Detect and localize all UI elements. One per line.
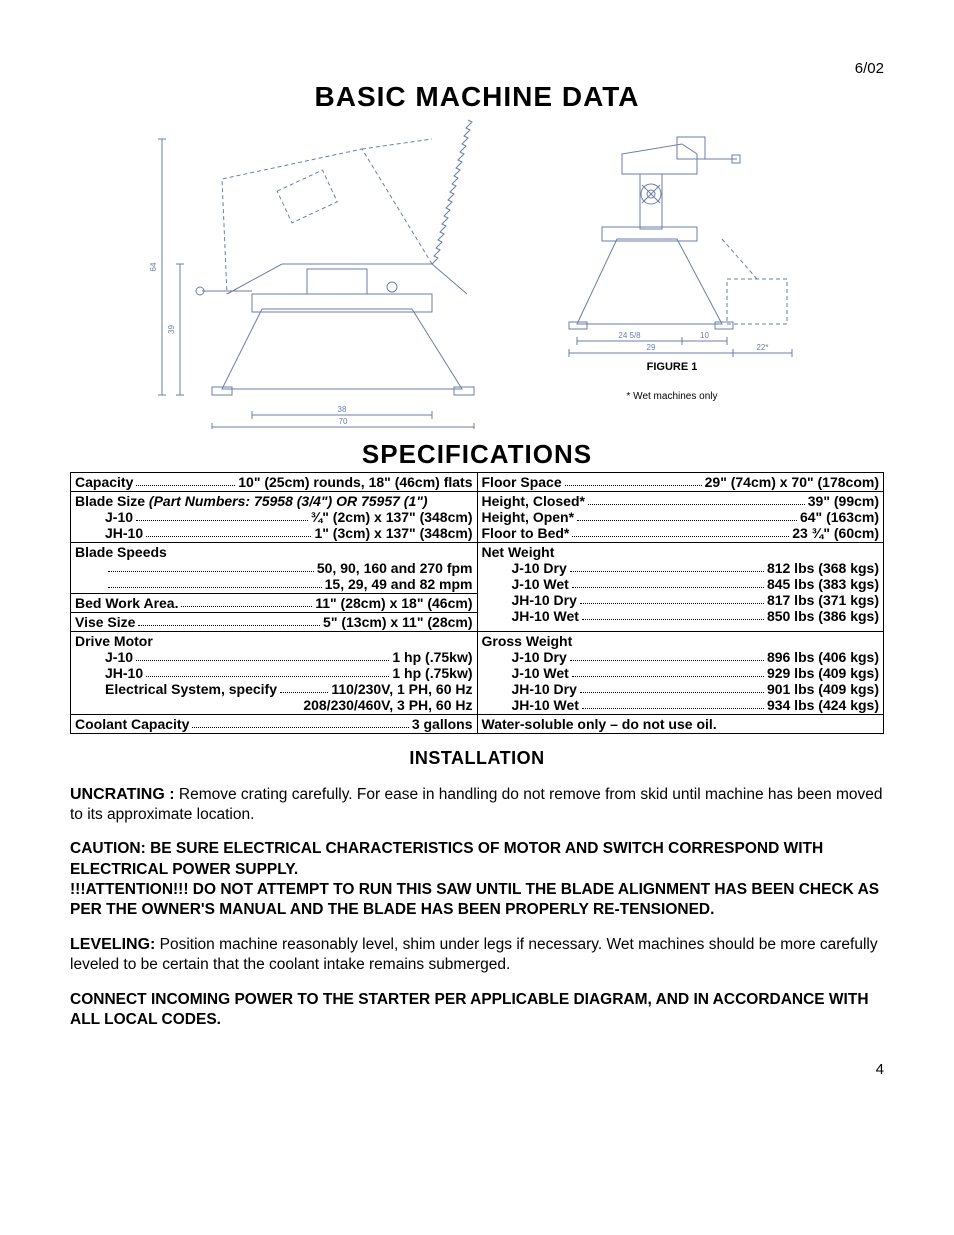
svg-text:39: 39 [167, 325, 176, 334]
leveling-lead: LEVELING: [70, 936, 155, 953]
uncrating-lead: UNCRATING : [70, 786, 175, 803]
figure-right: 24 5/8 29 10 22* FIGURE 1 * Wet machines on… [522, 119, 822, 429]
svg-text:10: 10 [700, 331, 709, 340]
figure-note: * Wet machines only [522, 391, 822, 402]
figure-label: FIGURE 1 [522, 361, 822, 373]
page-number: 4 [70, 1061, 884, 1078]
svg-text:70: 70 [339, 417, 348, 426]
svg-text:22*: 22* [756, 343, 768, 352]
uncrating-body: Remove crating carefully. For ease in ha… [70, 786, 883, 823]
svg-text:64: 64 [149, 262, 158, 271]
spec-table: Capacity10" (25cm) rounds, 18" (46cm) fl… [70, 472, 884, 734]
svg-text:29: 29 [647, 343, 656, 352]
svg-text:24 5/8: 24 5/8 [618, 331, 641, 340]
title-specs: SPECIFICATIONS [70, 439, 884, 470]
uncrating-paragraph: UNCRATING : Remove crating carefully. Fo… [70, 785, 884, 824]
leveling-paragraph: LEVELING: Position machine reasonably le… [70, 935, 884, 974]
connect-power: CONNECT INCOMING POWER TO THE STARTER PE… [70, 990, 884, 1030]
caution-block: CAUTION: BE SURE ELECTRICAL CHARACTERIST… [70, 839, 884, 920]
leveling-body: Position machine reasonably level, shim … [70, 936, 878, 973]
title-main: BASIC MACHINE DATA [70, 81, 884, 113]
header-date: 6/02 [70, 60, 884, 77]
figure-left: 64 39 38 70 [132, 119, 492, 429]
figure-row: 64 39 38 70 24 5/8 29 10 22* FIGURE 1 * Wet ma… [70, 119, 884, 429]
svg-text:38: 38 [338, 405, 347, 414]
title-install: INSTALLATION [70, 748, 884, 769]
